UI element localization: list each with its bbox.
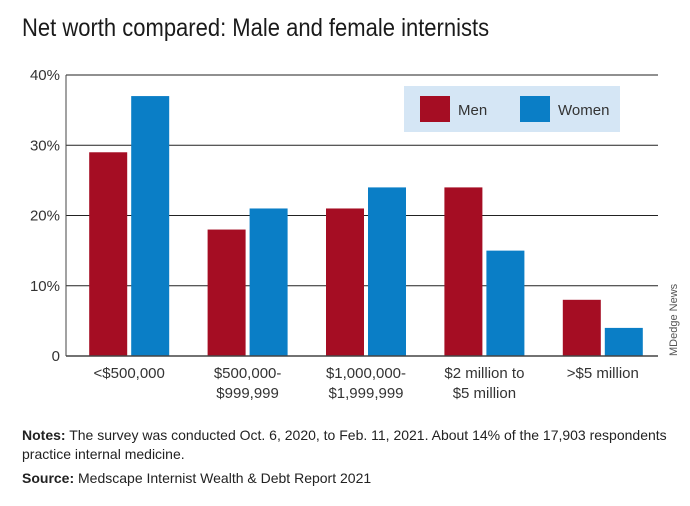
bar-men-0 — [89, 152, 128, 356]
bar-women-4 — [604, 327, 643, 356]
bar-women-2 — [368, 187, 406, 356]
y-tick-label: 40% — [30, 67, 60, 84]
legend-label-men: Men — [458, 102, 487, 119]
bar-men-3 — [444, 187, 483, 356]
bar-women-0 — [131, 96, 170, 356]
source-label: Source: — [22, 470, 75, 486]
source: Source: Medscape Internist Wealth & Debt… — [22, 470, 371, 486]
x-tick-label: $500,000- — [214, 365, 282, 382]
y-tick-label: 20% — [30, 208, 60, 225]
notes-label: Notes: — [22, 427, 66, 443]
x-tick-label: $5 million — [453, 385, 516, 402]
legend-swatch-women — [520, 96, 550, 122]
y-tick-label: 10% — [30, 278, 60, 295]
x-tick-label: $1,999,999 — [328, 385, 403, 402]
legend-label-women: Women — [558, 102, 609, 119]
watermark-text: MDedge News — [668, 283, 680, 356]
y-tick-label: 30% — [30, 137, 60, 154]
bar-men-2 — [326, 208, 364, 356]
notes-text: The survey was conducted Oct. 6, 2020, t… — [22, 427, 667, 462]
x-tick-label: $2 million to — [444, 365, 524, 382]
notes: Notes: The survey was conducted Oct. 6, … — [22, 426, 672, 464]
x-tick-label: $999,999 — [216, 385, 279, 402]
bar-men-1 — [207, 229, 246, 356]
bar-chart: 0 10% 20% 30% 40% <$500,000 $500,000- $999,999 $… — [30, 67, 680, 402]
y-tick-label: 0 — [52, 348, 60, 365]
bar-women-3 — [486, 250, 525, 356]
chart-title: Net worth compared: Male and female inte… — [22, 14, 490, 42]
legend-swatch-men — [420, 96, 450, 122]
x-tick-label: <$500,000 — [94, 365, 165, 382]
x-tick-label: $1,000,000- — [326, 365, 406, 382]
source-text: Medscape Internist Wealth & Debt Report … — [74, 470, 372, 486]
bar-women-1 — [249, 208, 288, 356]
x-tick-label: >$5 million — [567, 365, 639, 382]
bar-men-4 — [562, 299, 601, 356]
